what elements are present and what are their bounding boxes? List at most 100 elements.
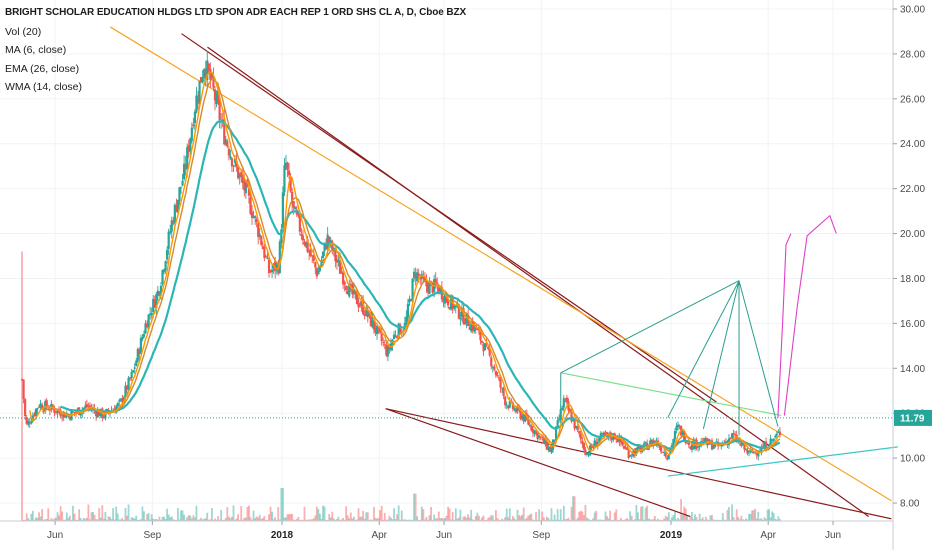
candle xyxy=(618,433,621,447)
candle xyxy=(132,369,135,374)
volume-bar xyxy=(425,516,428,521)
volume-bar xyxy=(237,514,240,521)
volume-bar xyxy=(618,519,621,521)
candle-body xyxy=(249,197,252,214)
candle-body xyxy=(547,446,550,451)
volume-bar xyxy=(317,509,320,521)
volume-bar xyxy=(89,519,91,521)
candle-body xyxy=(655,440,658,443)
candle xyxy=(270,263,274,278)
candle-body xyxy=(471,321,474,331)
candle-body xyxy=(118,400,121,402)
volume-bar xyxy=(471,519,474,521)
volume-bar xyxy=(166,508,169,521)
candle xyxy=(734,430,737,438)
candle-body xyxy=(352,288,355,295)
volume-bar xyxy=(752,510,755,521)
volume-bar xyxy=(444,517,446,521)
candle xyxy=(622,443,626,450)
volume-bar xyxy=(555,519,557,521)
candle-body xyxy=(145,323,149,328)
candle xyxy=(39,399,42,411)
symbol-title[interactable]: BRIGHT SCHOLAR EDUCATION HLDGS LTD SPON … xyxy=(5,7,467,18)
candle-body xyxy=(457,304,460,319)
candle-body xyxy=(175,205,178,212)
candle-body xyxy=(73,412,76,413)
candle-body xyxy=(340,271,343,274)
legend-wma[interactable]: WMA (14, close) xyxy=(5,81,83,93)
candle-body xyxy=(170,220,173,232)
candle-body xyxy=(729,437,732,439)
volume-bar xyxy=(501,518,503,521)
candle-body xyxy=(24,399,27,416)
volume-bar xyxy=(476,512,479,521)
volume-bar xyxy=(163,516,165,521)
candle-body xyxy=(365,307,368,316)
candle xyxy=(491,365,494,373)
volume-bar xyxy=(714,519,716,521)
candle-body xyxy=(769,438,772,446)
candle xyxy=(502,386,505,400)
candle xyxy=(281,186,284,230)
volume-bar xyxy=(366,512,369,521)
candle-body xyxy=(237,166,240,179)
candle xyxy=(28,417,31,429)
candle-body xyxy=(50,403,53,410)
candle-body xyxy=(244,182,247,194)
volume-bar xyxy=(462,516,465,521)
candle-body xyxy=(309,249,312,257)
candle-body xyxy=(125,385,129,390)
candle xyxy=(311,254,314,264)
volume-bar xyxy=(329,517,332,521)
volume-bar xyxy=(177,508,179,521)
volume-bar xyxy=(527,515,530,521)
volume-bar xyxy=(686,515,689,521)
trendline-drawings[interactable] xyxy=(109,26,898,520)
legend-vol[interactable]: Vol (20) xyxy=(5,25,42,38)
candle xyxy=(135,358,138,367)
candle xyxy=(399,322,402,335)
volume-bar xyxy=(535,511,537,521)
candle-body xyxy=(119,398,122,401)
candle-body xyxy=(61,417,64,419)
volume-bar xyxy=(698,513,701,521)
candle-body xyxy=(772,438,775,441)
volume-bar xyxy=(448,508,451,521)
candle-body xyxy=(294,207,297,210)
candle-body xyxy=(476,328,479,330)
candle-body xyxy=(201,76,204,82)
candle-body xyxy=(720,444,723,447)
volume-bar xyxy=(115,506,118,521)
candle-body xyxy=(317,271,320,275)
volume-bar xyxy=(118,519,121,521)
legend-ma[interactable]: MA (6, close) xyxy=(5,44,67,56)
candle-body xyxy=(442,297,445,302)
candle-body xyxy=(687,442,690,446)
volume-bar xyxy=(437,511,440,521)
candle xyxy=(25,414,28,425)
candle-body xyxy=(567,401,570,411)
volume-bar xyxy=(453,519,456,521)
candle xyxy=(85,399,88,410)
volume-bar xyxy=(234,519,236,521)
projection-drawings[interactable] xyxy=(777,215,837,418)
volume-bar xyxy=(99,517,102,521)
candle xyxy=(573,418,576,431)
volume-bar xyxy=(380,505,383,521)
candle-body xyxy=(485,343,488,345)
candle xyxy=(300,227,303,240)
volume-bar xyxy=(206,512,209,521)
candle-body xyxy=(343,282,346,285)
candle xyxy=(179,186,183,195)
volume-bar xyxy=(697,519,700,521)
volume-bar xyxy=(410,519,412,521)
candle xyxy=(221,112,224,128)
volume-bar xyxy=(539,519,542,521)
legend-ema[interactable]: EMA (26, close) xyxy=(5,62,80,75)
candle xyxy=(56,409,59,419)
candle xyxy=(309,242,312,258)
candle-body xyxy=(292,201,295,208)
candle xyxy=(416,268,419,284)
